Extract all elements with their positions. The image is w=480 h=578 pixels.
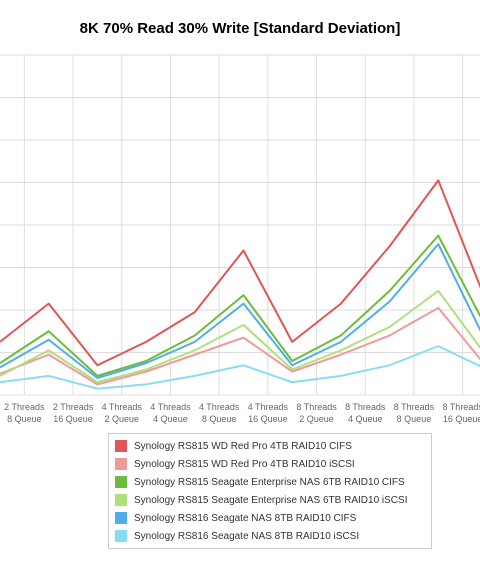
legend-item: Synology RS815 Seagate Enterprise NAS 6T… bbox=[109, 491, 431, 509]
legend-label: Synology RS815 WD Red Pro 4TB RAID10 CIF… bbox=[134, 440, 352, 452]
x-tick-label: 8 Threads 8 Queue bbox=[394, 402, 435, 424]
x-tick-labels: 2 Threads 8 Queue 2 Threads 16 Queue 4 Threa… bbox=[4, 402, 480, 424]
chart-title: 8K 70% Read 30% Write [Standard Deviatio… bbox=[79, 20, 401, 37]
x-tick-label: 4 Threads 4 Queue bbox=[150, 402, 191, 424]
legend-label: Synology RS815 WD Red Pro 4TB RAID10 iSC… bbox=[134, 458, 355, 470]
legend-item: Synology RS816 Seagate NAS 8TB RAID10 iS… bbox=[109, 527, 431, 545]
x-tick-label: 8 Threads 16 Queue bbox=[442, 402, 480, 424]
grid bbox=[0, 54, 480, 396]
legend-swatch bbox=[115, 476, 127, 488]
line-chart: 2 Threads 8 Queue 2 Threads 16 Queue 4 Threa… bbox=[0, 54, 480, 424]
legend-label: Synology RS816 Seagate NAS 8TB RAID10 iS… bbox=[134, 530, 360, 542]
x-tick-label: 2 Threads 16 Queue bbox=[53, 402, 94, 424]
legend-item: Synology RS815 WD Red Pro 4TB RAID10 iSC… bbox=[109, 455, 431, 473]
legend-item: Synology RS815 WD Red Pro 4TB RAID10 CIF… bbox=[109, 437, 431, 455]
x-tick-label: 4 Threads 8 Queue bbox=[199, 402, 240, 424]
series-line-2 bbox=[0, 306, 480, 386]
legend-item: Synology RS816 Seagate NAS 8TB RAID10 CI… bbox=[109, 509, 431, 527]
x-tick-label: 4 Threads 16 Queue bbox=[248, 402, 289, 424]
x-tick-label: 8 Threads 4 Queue bbox=[345, 402, 386, 424]
series-line-1 bbox=[0, 179, 480, 367]
series-line-3 bbox=[0, 234, 480, 377]
legend-swatch bbox=[115, 458, 127, 470]
series-line-5 bbox=[0, 243, 480, 379]
series-lines bbox=[0, 179, 480, 390]
legend-swatch bbox=[115, 440, 127, 452]
series-line-4 bbox=[0, 289, 480, 384]
legend-item: Synology RS815 Seagate Enterprise NAS 6T… bbox=[109, 473, 431, 491]
legend-swatch bbox=[115, 512, 127, 524]
series-line-6 bbox=[0, 345, 480, 390]
legend-label: Synology RS815 Seagate Enterprise NAS 6T… bbox=[134, 476, 405, 488]
x-tick-label: 8 Threads 2 Queue bbox=[296, 402, 337, 424]
legend-swatch bbox=[115, 530, 127, 542]
x-tick-label: 2 Threads 8 Queue bbox=[4, 402, 45, 424]
legend: Synology RS815 WD Red Pro 4TB RAID10 CIF… bbox=[108, 433, 432, 549]
legend-label: Synology RS815 Seagate Enterprise NAS 6T… bbox=[134, 494, 408, 506]
x-tick-label: 4 Threads 2 Queue bbox=[102, 402, 143, 424]
legend-swatch bbox=[115, 494, 127, 506]
legend-label: Synology RS816 Seagate NAS 8TB RAID10 CI… bbox=[134, 512, 357, 524]
